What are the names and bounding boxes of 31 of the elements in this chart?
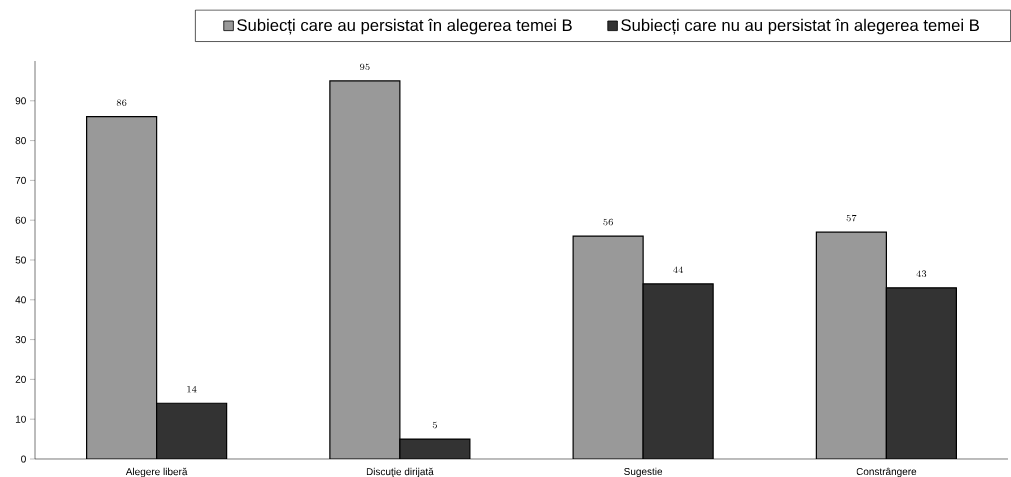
- y-tick-label: 90: [15, 97, 26, 105]
- y-tick-label: 70: [15, 176, 26, 184]
- y-tick-label: 30: [15, 336, 26, 344]
- x-tick-label: Alegere liberă: [125, 467, 188, 477]
- data-label: 95: [360, 63, 370, 71]
- bar: [329, 80, 401, 459]
- y-tick-label: 40: [15, 296, 26, 304]
- x-tick-label: Discuţie dirijată: [366, 467, 434, 477]
- y-tick-label: 0: [21, 455, 26, 463]
- y-tick-label: 50: [15, 256, 26, 264]
- data-label: 56: [603, 218, 613, 226]
- y-tick-label: 10: [15, 415, 26, 423]
- bar: [86, 116, 158, 459]
- bar: [815, 231, 887, 459]
- x-tick-label: Sugestie: [624, 467, 663, 477]
- y-tick-label: 20: [15, 375, 26, 383]
- legend-label: Subiecți care nu au persistat în alegerea temei B: [621, 18, 979, 35]
- data-label: 57: [846, 214, 857, 222]
- data-label: 14: [187, 385, 197, 393]
- bar: [572, 235, 644, 459]
- y-tick-label: 80: [15, 137, 26, 145]
- data-label: 43: [916, 270, 927, 277]
- data-label: 44: [673, 266, 684, 273]
- data-label: 86: [116, 99, 127, 106]
- y-tick-label: 60: [15, 216, 26, 224]
- bar: [885, 287, 957, 459]
- x-tick-label: Constrângere: [856, 467, 917, 477]
- data-label: 5: [432, 421, 437, 429]
- bar: [156, 402, 228, 459]
- legend-label: Subiecți care au persistat în alegerea temei B: [237, 18, 572, 35]
- bar: [642, 283, 714, 459]
